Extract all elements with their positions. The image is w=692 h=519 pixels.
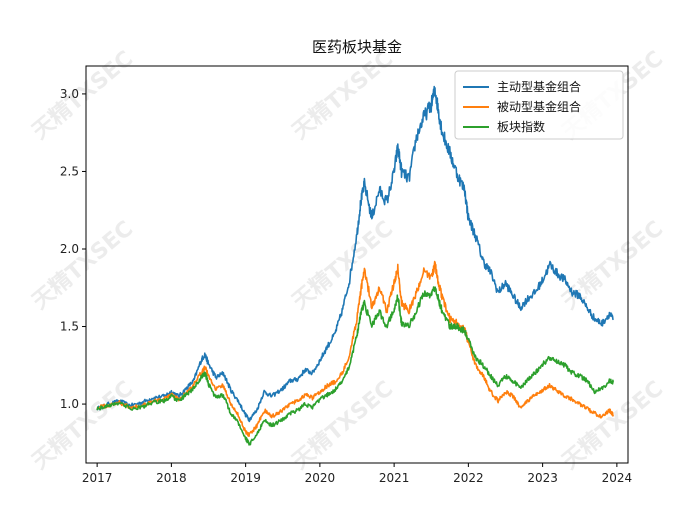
watermark-text: 天精TXSEC [287, 46, 398, 145]
x-tick-label: 2020 [305, 471, 336, 485]
x-tick-label: 2019 [230, 471, 261, 485]
watermark-text: 天精TXSEC [557, 376, 668, 475]
watermark-text: 天精TXSEC [287, 216, 398, 315]
legend-label: 主动型基金组合 [497, 79, 581, 94]
x-tick-label: 2023 [527, 471, 558, 485]
series-line [96, 260, 614, 437]
x-tick-label: 2018 [156, 471, 187, 485]
y-tick-label: 1.5 [60, 320, 79, 334]
watermark-text: 天精TXSEC [287, 376, 398, 475]
series-layer [96, 85, 614, 446]
x-tick-label: 2021 [379, 471, 410, 485]
legend-box [454, 70, 624, 140]
x-tick-label: 2017 [82, 471, 113, 485]
plot-area-frame [85, 65, 629, 464]
watermark-text: 天精TXSEC [27, 376, 138, 475]
watermark-text: 天精TXSEC [27, 46, 138, 145]
legend-label: 板块指数 [497, 119, 545, 134]
y-tick-label: 3.0 [60, 87, 79, 101]
chart-title: 医药板块基金 [312, 38, 402, 56]
watermark-text: 天精TXSEC [557, 216, 668, 315]
watermark-text: 天精TXSEC [27, 216, 138, 315]
y-tick-label: 2.5 [60, 164, 79, 178]
y-tick-label: 2.0 [60, 242, 79, 256]
legend-label: 被动型基金组合 [497, 99, 581, 114]
series-line [96, 286, 614, 446]
x-tick-label: 2022 [453, 471, 484, 485]
x-tick-label: 2024 [602, 471, 633, 485]
x-axis: 2017 2018 2019 2020 2021 2022 2023 2024 [82, 463, 632, 485]
y-tick-label: 1.0 [60, 397, 79, 411]
y-axis: 1.0 1.5 2.0 2.5 3.0 [60, 87, 86, 411]
series-line [96, 85, 614, 423]
